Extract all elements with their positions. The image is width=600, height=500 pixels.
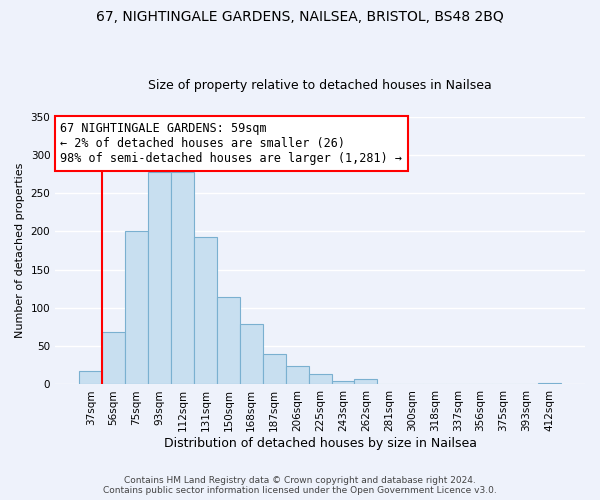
Bar <box>79 370 102 384</box>
Bar <box>217 298 240 384</box>
Y-axis label: Number of detached properties: Number of detached properties <box>15 163 25 338</box>
X-axis label: Distribution of detached houses by size in Nailsea: Distribution of detached houses by size … <box>164 437 476 450</box>
Text: 67 NIGHTINGALE GARDENS: 59sqm
← 2% of detached houses are smaller (26)
98% of se: 67 NIGHTINGALE GARDENS: 59sqm ← 2% of de… <box>61 122 403 165</box>
Bar <box>148 172 171 384</box>
Text: 67, NIGHTINGALE GARDENS, NAILSEA, BRISTOL, BS48 2BQ: 67, NIGHTINGALE GARDENS, NAILSEA, BRISTO… <box>96 10 504 24</box>
Bar <box>102 332 125 384</box>
Bar <box>240 324 263 384</box>
Bar <box>263 354 286 384</box>
Bar <box>308 374 332 384</box>
Bar <box>286 366 308 384</box>
Bar <box>171 172 194 384</box>
Title: Size of property relative to detached houses in Nailsea: Size of property relative to detached ho… <box>148 79 492 92</box>
Bar <box>125 232 148 384</box>
Bar <box>538 383 561 384</box>
Text: Contains HM Land Registry data © Crown copyright and database right 2024.
Contai: Contains HM Land Registry data © Crown c… <box>103 476 497 495</box>
Bar <box>332 380 355 384</box>
Bar <box>194 237 217 384</box>
Bar <box>355 379 377 384</box>
